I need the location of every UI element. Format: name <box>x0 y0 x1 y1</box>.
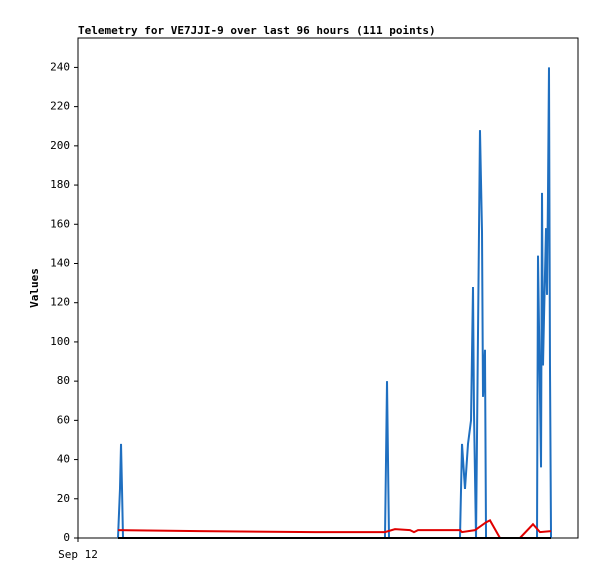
y-tick-label: 80 <box>57 374 70 387</box>
y-tick-label: 100 <box>50 335 70 348</box>
y-tick-label: 200 <box>50 139 70 152</box>
y-tick-label: 0 <box>63 531 70 544</box>
y-tick-label: 20 <box>57 492 70 505</box>
series-line <box>117 519 552 539</box>
y-axis-label: Values <box>28 268 41 308</box>
y-tick-label: 180 <box>50 178 70 191</box>
chart-title: Telemetry for VE7JJI-9 over last 96 hour… <box>78 24 436 37</box>
series-line <box>117 67 553 539</box>
y-tick-label: 40 <box>57 453 70 466</box>
y-tick-label: 160 <box>50 217 70 230</box>
x-tick-label: Sep 12 <box>58 548 98 561</box>
y-tick-label: 220 <box>50 100 70 113</box>
y-tick-label: 140 <box>50 256 70 269</box>
y-tick-label: 240 <box>50 60 70 73</box>
y-tick-label: 60 <box>57 413 70 426</box>
y-tick-label: 120 <box>50 296 70 309</box>
